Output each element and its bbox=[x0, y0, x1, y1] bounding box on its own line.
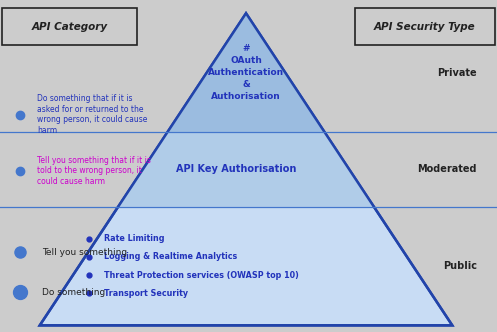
Text: Rate Limiting: Rate Limiting bbox=[104, 234, 165, 243]
Text: API Security Type: API Security Type bbox=[374, 22, 476, 32]
Text: API Key Authorisation: API Key Authorisation bbox=[176, 164, 296, 174]
Text: #
OAuth
Authentication
&
Authorisation: # OAuth Authentication & Authorisation bbox=[208, 44, 284, 101]
FancyBboxPatch shape bbox=[2, 8, 137, 45]
Text: Logging & Realtime Analytics: Logging & Realtime Analytics bbox=[104, 252, 238, 261]
Text: API Category: API Category bbox=[31, 22, 108, 32]
Text: Do something: Do something bbox=[42, 288, 105, 297]
Text: Do something that if it is
asked for or returned to the
wrong person, it could c: Do something that if it is asked for or … bbox=[37, 94, 148, 135]
Text: Threat Protection services (OWASP top 10): Threat Protection services (OWASP top 10… bbox=[104, 271, 299, 280]
Text: Tell you something that if it is
told to the wrong person, it
could cause harm: Tell you something that if it is told to… bbox=[37, 156, 151, 186]
Text: Tell you something: Tell you something bbox=[42, 248, 127, 257]
Polygon shape bbox=[118, 13, 374, 207]
Polygon shape bbox=[167, 13, 325, 132]
FancyBboxPatch shape bbox=[355, 8, 495, 45]
Text: Public: Public bbox=[443, 261, 477, 271]
Text: Private: Private bbox=[437, 68, 477, 78]
Polygon shape bbox=[40, 13, 452, 325]
Text: Moderated: Moderated bbox=[417, 164, 477, 174]
Text: Transport Security: Transport Security bbox=[104, 289, 188, 298]
